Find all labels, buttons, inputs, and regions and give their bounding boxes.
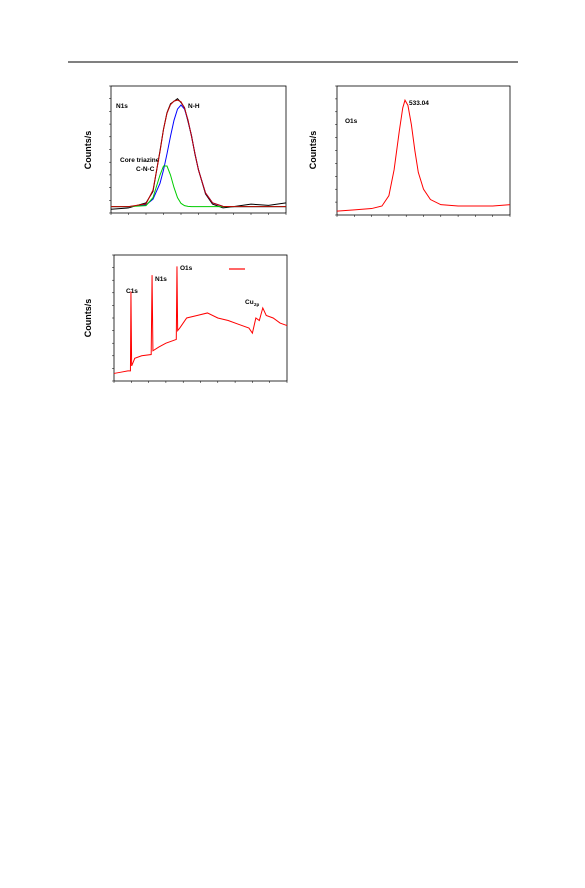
annotation: Cu [245, 299, 254, 306]
annotation: 533.04 [409, 100, 429, 107]
data-line [110, 98, 287, 210]
annotation: N1s [116, 103, 128, 110]
data-line [113, 266, 288, 374]
annotation: C1s [126, 288, 138, 295]
annotation: O1s [180, 265, 193, 272]
y-axis-label: Counts/s [83, 131, 93, 170]
annotation: C-N-C [136, 166, 155, 173]
annotation: N-H [188, 103, 200, 110]
annotation-subscript: 2p [254, 302, 260, 307]
data-line [111, 104, 286, 208]
annotation: N1s [155, 276, 167, 283]
data-line [111, 99, 286, 208]
plot-frame [113, 254, 288, 382]
y-axis-label: Counts/s [308, 131, 318, 170]
annotation: Core triazine [120, 157, 160, 164]
annotation: O1s [345, 118, 358, 125]
y-axis-label: Counts/s [83, 299, 93, 338]
data-line [336, 98, 511, 212]
